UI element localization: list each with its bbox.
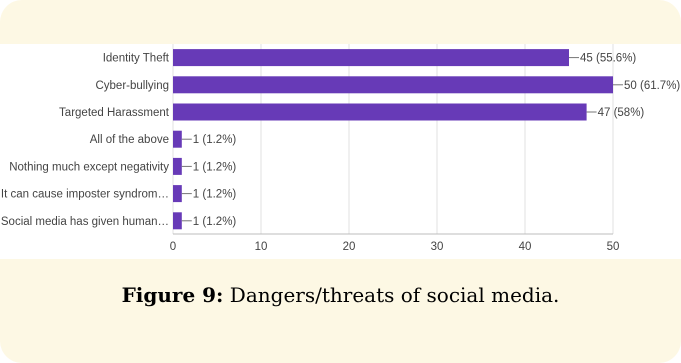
bar (173, 212, 182, 230)
data-label: 45 (55.6%) (580, 53, 636, 65)
data-label: 1 (1.2%) (193, 189, 237, 201)
data-label: 50 (61.7%) (624, 80, 680, 92)
category-label: Social media has given human… (1, 216, 169, 228)
bar (173, 49, 569, 67)
data-label: 1 (1.2%) (193, 134, 237, 146)
caption-text: Dangers/threats of social media. (223, 283, 560, 307)
bar (173, 103, 587, 121)
bar (173, 185, 182, 203)
category-label: All of the above (90, 134, 169, 146)
x-tick-label: 20 (343, 241, 356, 253)
category-label: Targeted Harassment (59, 107, 170, 119)
x-tick-label: 30 (431, 241, 444, 253)
data-label: 47 (58%) (598, 107, 645, 119)
caption-label: Figure 9: (121, 283, 224, 307)
bar-chart: 0 10 20 30 40 50 Identity Theft 45 (55.6%) Cyber… (1, 44, 680, 253)
data-label: 1 (1.2%) (193, 216, 237, 228)
bar (173, 130, 182, 148)
figure-caption: Figure 9: Dangers/threats of social medi… (0, 283, 681, 307)
chart-panel: 0 10 20 30 40 50 Identity Theft 45 (55.6%) Cyber… (0, 44, 681, 259)
data-label: 1 (1.2%) (193, 161, 237, 173)
category-label: It can cause imposter syndrom… (1, 189, 169, 201)
x-tick-label: 0 (170, 241, 176, 253)
category-label: Cyber-bullying (95, 80, 169, 92)
bar (173, 76, 613, 94)
x-tick-label: 40 (519, 241, 532, 253)
category-label: Nothing much except negativity (9, 161, 169, 173)
bar (173, 157, 182, 175)
x-tick-label: 10 (255, 241, 268, 253)
x-tick-label: 50 (607, 241, 620, 253)
category-label: Identity Theft (103, 53, 170, 65)
